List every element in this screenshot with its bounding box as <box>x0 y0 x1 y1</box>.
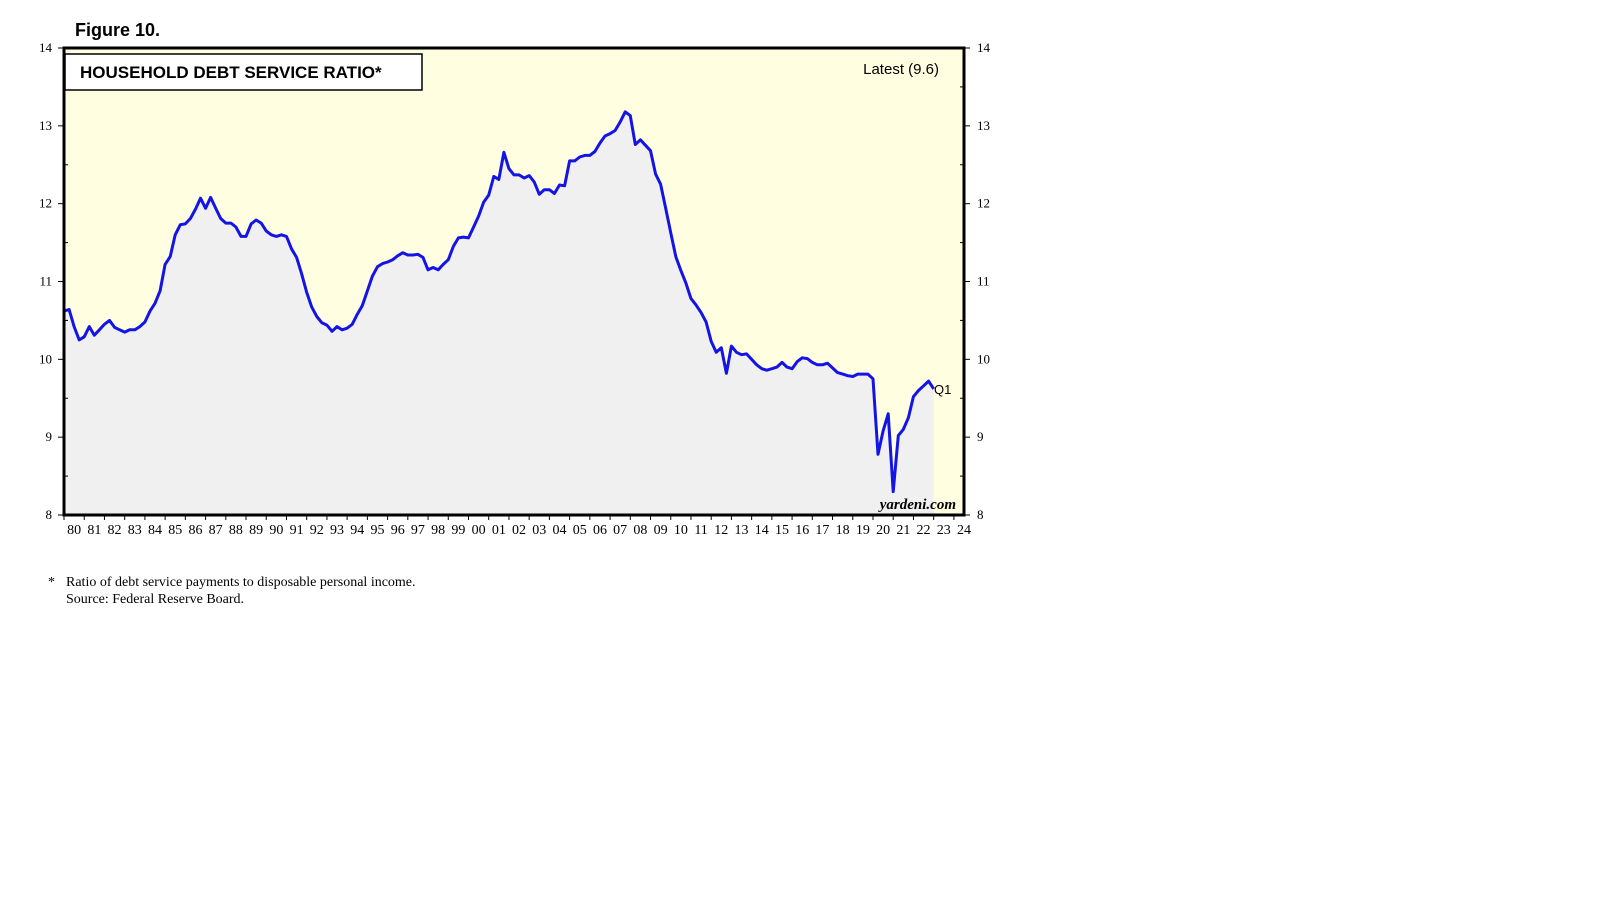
chart-title: HOUSEHOLD DEBT SERVICE RATIO* <box>80 63 382 82</box>
x-tick-label: 02 <box>512 523 526 538</box>
x-tick-label: 01 <box>492 523 506 538</box>
x-tick-label: 23 <box>937 523 951 538</box>
x-tick-label: 10 <box>674 523 688 538</box>
x-tick-label: 98 <box>431 523 445 538</box>
y-tick-label-left: 11 <box>39 274 52 289</box>
y-tick-label-right: 10 <box>977 351 990 366</box>
x-tick-label: 03 <box>532 523 546 538</box>
x-tick-label: 90 <box>269 523 283 538</box>
x-tick-label: 04 <box>553 523 567 538</box>
x-tick-label: 19 <box>856 523 870 538</box>
y-tick-label-right: 9 <box>977 429 984 444</box>
footnote: * Ratio of debt service payments to dispo… <box>48 574 416 608</box>
x-tick-label: 88 <box>229 523 243 538</box>
figure-label: Figure 10. <box>75 20 161 40</box>
footnote-source: Source: Federal Reserve Board. <box>66 592 245 607</box>
x-tick-label: 24 <box>957 523 971 538</box>
x-tick-label: 83 <box>128 523 142 538</box>
watermark: yardeni.com <box>878 497 956 513</box>
x-tick-label: 21 <box>896 523 910 538</box>
title-box-frame <box>64 53 423 91</box>
x-tick-label: 97 <box>411 523 425 538</box>
x-tick-label: 11 <box>694 523 707 538</box>
x-tick-label: 96 <box>391 523 405 538</box>
x-tick-label: 06 <box>593 523 607 538</box>
x-tick-label: 20 <box>876 523 890 538</box>
x-tick-label: 81 <box>87 523 101 538</box>
y-tick-label-right: 14 <box>977 40 991 55</box>
y-tick-label-left: 9 <box>46 429 53 444</box>
y-tick-label-right: 12 <box>977 196 990 211</box>
y-tick-label-left: 12 <box>39 196 52 211</box>
x-tick-label: 87 <box>209 523 223 538</box>
x-tick-label: 80 <box>67 523 81 538</box>
x-tick-label: 91 <box>290 523 304 538</box>
series-area-fill <box>64 111 934 516</box>
plot-area <box>63 48 964 516</box>
x-tick-label: 89 <box>249 523 263 538</box>
chart-title-box: HOUSEHOLD DEBT SERVICE RATIO* <box>64 53 423 91</box>
y-tick-label-right: 13 <box>977 118 990 133</box>
x-tick-label: 84 <box>148 523 162 538</box>
x-tick-label: 92 <box>310 523 324 538</box>
x-tick-label: 99 <box>451 523 465 538</box>
x-tick-label: 86 <box>188 523 202 538</box>
x-tick-label: 82 <box>108 523 122 538</box>
y-tick-label-left: 14 <box>39 40 53 55</box>
x-tick-label: 17 <box>815 523 829 538</box>
x-tick-label: 15 <box>775 523 789 538</box>
y-tick-label-left: 13 <box>39 118 52 133</box>
footnote-marker: * <box>48 575 55 590</box>
x-tick-label: 08 <box>633 523 647 538</box>
x-tick-label: 18 <box>836 523 850 538</box>
x-tick-label: 13 <box>735 523 749 538</box>
x-tick-label: 07 <box>613 523 627 538</box>
x-tick-label: 22 <box>917 523 931 538</box>
y-tick-label-right: 11 <box>977 274 990 289</box>
y-tick-label-left: 8 <box>46 507 53 522</box>
x-tick-label: 14 <box>755 523 769 538</box>
x-tick-label: 16 <box>795 523 809 538</box>
series-end-label: Q1 <box>934 382 951 397</box>
x-tick-label: 95 <box>370 523 384 538</box>
x-tick-label: 05 <box>573 523 587 538</box>
x-tick-label: 09 <box>654 523 668 538</box>
latest-value-label: Latest (9.6) <box>863 61 939 78</box>
footnote-note: Ratio of debt service payments to dispos… <box>66 575 416 590</box>
series-line <box>63 110 935 494</box>
x-tick-label: 12 <box>714 523 728 538</box>
x-tick-label: 85 <box>168 523 182 538</box>
x-tick-label: 93 <box>330 523 344 538</box>
x-tick-label: 94 <box>350 523 364 538</box>
y-tick-label-left: 10 <box>39 351 52 366</box>
x-tick-label: 00 <box>472 523 486 538</box>
y-tick-label-right: 8 <box>977 507 984 522</box>
